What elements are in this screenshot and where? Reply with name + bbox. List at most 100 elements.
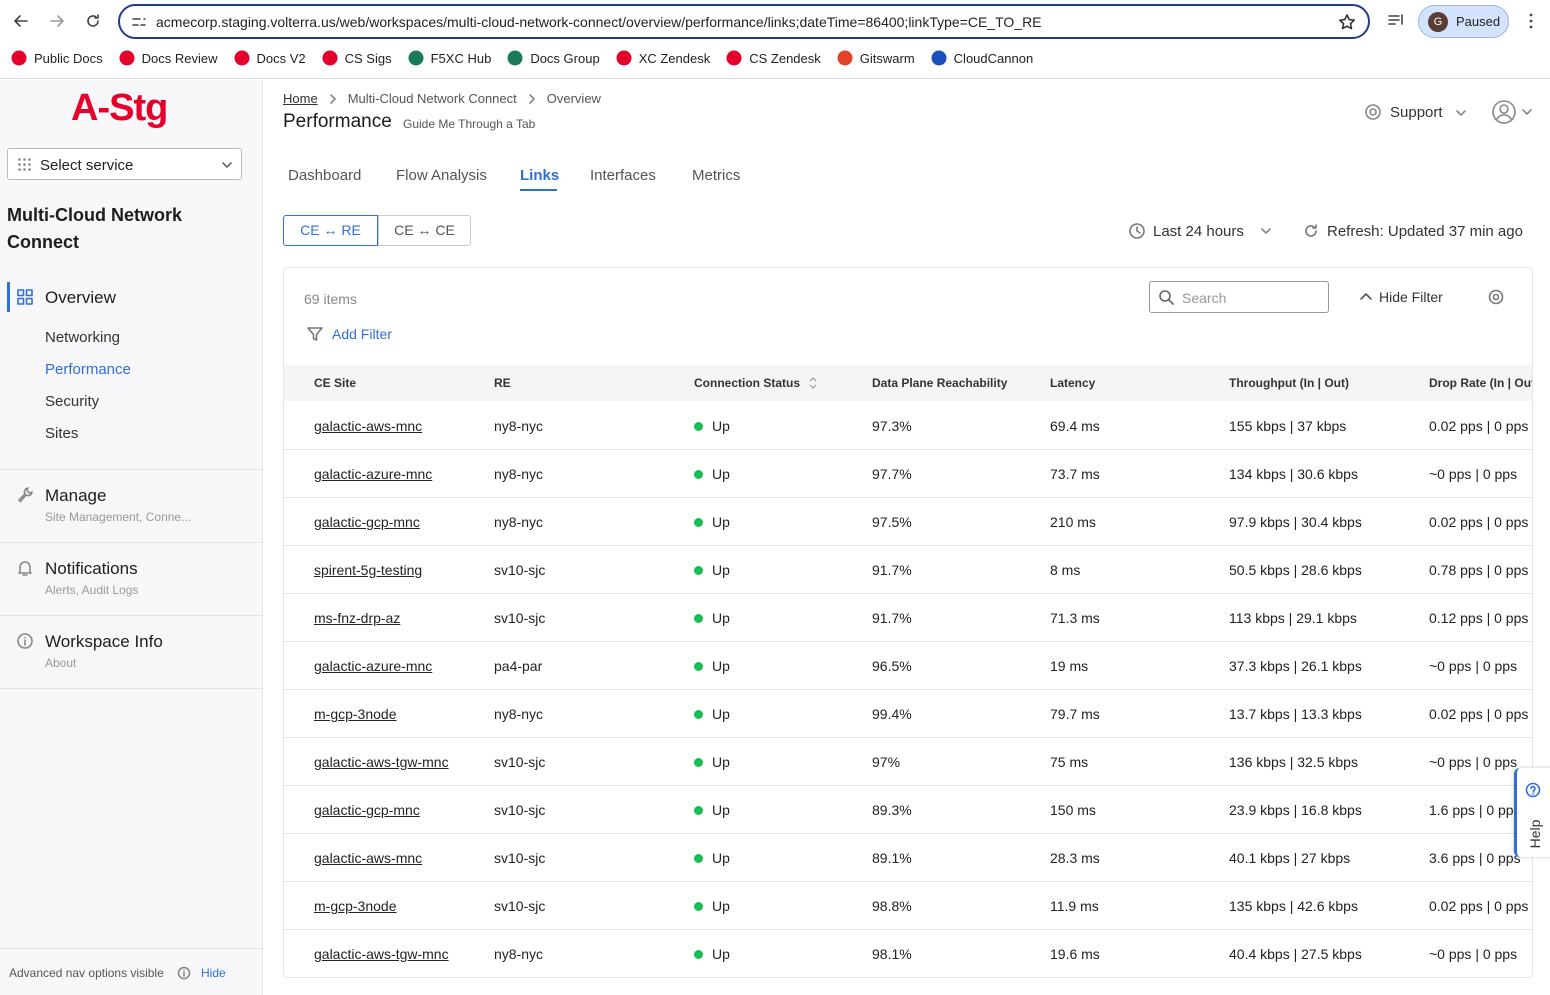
refresh-icon-part	[1306, 225, 1316, 236]
status-text: Up	[712, 562, 730, 578]
site-link[interactable]: m-gcp-3node	[314, 898, 397, 914]
bookmark[interactable]: Docs V2	[233, 49, 306, 67]
cell: ny8-nyc	[494, 466, 543, 482]
site-link[interactable]: galactic-aws-mnc	[314, 418, 422, 434]
add-filter[interactable]: Add Filter	[332, 326, 392, 342]
browser-toolbar: acmecorp.staging.volterra.us/web/workspa…	[0, 0, 1550, 79]
link-type-button[interactable]: CE ↔ CE	[378, 215, 471, 246]
bookmark-label: F5XC Hub	[431, 51, 492, 66]
divider	[0, 542, 262, 543]
reload-button	[84, 12, 102, 30]
bookmark-label: CloudCannon	[954, 51, 1034, 66]
clock-icon-part	[1137, 227, 1140, 233]
bookmark-label: Gitswarm	[860, 51, 915, 66]
bookmark-label: CS Zendesk	[749, 51, 821, 66]
cell: 0.02 pps | 0 pps	[1429, 898, 1528, 914]
divider	[0, 948, 262, 949]
refresh-status[interactable]: Refresh: Updated 37 min ago	[1327, 223, 1523, 240]
cell: ~0 pps | 0 pps	[1429, 658, 1517, 674]
bookmark[interactable]: F5XC Hub	[407, 49, 492, 67]
site-link[interactable]: ms-fnz-drp-az	[314, 610, 400, 626]
site-link[interactable]: galactic-azure-mnc	[314, 466, 432, 482]
help-icon	[1525, 782, 1541, 798]
nav-item[interactable]: Security	[45, 393, 99, 410]
help-tab[interactable]: Help	[1514, 768, 1550, 857]
footer-link[interactable]: Hide	[201, 966, 226, 980]
support-button[interactable]: Support	[1390, 104, 1443, 121]
section-subtitle: Site Management, Conne...	[45, 510, 191, 524]
site-link[interactable]: m-gcp-3node	[314, 706, 397, 722]
cell: 134 kbps | 30.6 kbps	[1229, 466, 1358, 482]
nav-overview[interactable]: Overview	[45, 288, 116, 308]
nav-item[interactable]: Networking	[45, 329, 120, 346]
column-header: Drop Rate (In | Out)	[1429, 376, 1533, 390]
site-link[interactable]: galactic-aws-tgw-mnc	[314, 754, 449, 770]
status-text: Up	[712, 466, 730, 482]
section-icon	[16, 559, 34, 577]
bookmark[interactable]: Docs Group	[506, 49, 599, 67]
site-link[interactable]: spirent-5g-testing	[314, 562, 422, 578]
tab[interactable]: Links	[520, 167, 559, 184]
nav-item[interactable]: Sites	[45, 425, 78, 442]
tab[interactable]: Flow Analysis	[396, 167, 487, 184]
bookmark[interactable]: XC Zendesk	[615, 49, 711, 67]
user-icon	[1491, 99, 1517, 125]
tab[interactable]: Metrics	[692, 167, 740, 184]
site-link[interactable]: galactic-aws-mnc	[314, 850, 422, 866]
cell: sv10-sjc	[494, 898, 545, 914]
section-icon	[16, 632, 34, 650]
search-box[interactable]: Search	[1149, 281, 1329, 313]
tab[interactable]: Dashboard	[288, 167, 361, 184]
bookmark-label: CS Sigs	[345, 51, 392, 66]
cell: 71.3 ms	[1050, 610, 1100, 626]
section-title[interactable]: Workspace Info	[45, 632, 163, 652]
bookmark[interactable]: CS Zendesk	[725, 49, 821, 67]
section-title[interactable]: Notifications	[45, 559, 138, 579]
nav-item[interactable]: Performance	[45, 361, 131, 378]
status-dot	[694, 422, 703, 431]
site-link[interactable]: galactic-aws-tgw-mnc	[314, 946, 449, 962]
url-bar[interactable]: acmecorp.staging.volterra.us/web/workspa…	[118, 4, 1370, 39]
cell: 99.4%	[872, 706, 912, 722]
bookmark-icon-part	[12, 51, 27, 66]
cell: 113 kbps | 29.1 kbps	[1229, 610, 1357, 626]
time-range[interactable]: Last 24 hours	[1153, 223, 1244, 240]
bookmark[interactable]: Public Docs	[10, 49, 103, 67]
service-select[interactable]: Select service	[7, 148, 242, 180]
cell: 1.6 pps | 0 pps	[1429, 802, 1521, 818]
breadcrumb[interactable]: Home	[283, 91, 318, 106]
grid-icon-part	[28, 168, 31, 171]
chevron	[1452, 104, 1470, 122]
cell: ~0 pps | 0 pps	[1429, 466, 1517, 482]
site-link[interactable]: galactic-gcp-mnc	[314, 802, 420, 818]
chevron-part	[223, 163, 231, 167]
column-header: CE Site	[314, 376, 356, 390]
section-icon	[16, 486, 34, 504]
bookmark-icon-part	[837, 51, 852, 66]
divider	[0, 469, 262, 470]
bookmark[interactable]: Gitswarm	[836, 49, 915, 67]
section-title[interactable]: Manage	[45, 486, 106, 506]
cell: 19.6 ms	[1050, 946, 1100, 962]
cell: 98.8%	[872, 898, 912, 914]
site-link[interactable]: galactic-azure-mnc	[314, 658, 432, 674]
column-header: Throughput (In | Out)	[1229, 376, 1349, 390]
help-label: Help	[1527, 818, 1543, 850]
bookmark[interactable]: CS Sigs	[321, 49, 392, 67]
tab[interactable]: Interfaces	[590, 167, 656, 184]
chevron	[218, 156, 236, 174]
grid-icon-part	[18, 158, 21, 161]
cell: 97.3%	[872, 418, 912, 434]
forward-button	[48, 12, 66, 30]
chevron-part	[1262, 229, 1270, 233]
guide-link[interactable]: Guide Me Through a Tab	[403, 117, 535, 131]
column-header[interactable]: Connection Status	[694, 376, 800, 390]
bookmark[interactable]: CloudCannon	[930, 49, 1034, 67]
profile-button[interactable]: GPaused	[1418, 5, 1509, 38]
site-link[interactable]: galactic-gcp-mnc	[314, 514, 420, 530]
link-type-button[interactable]: CE ↔ RE	[283, 215, 378, 246]
hide-filter[interactable]: Hide Filter	[1379, 289, 1443, 305]
bookmark[interactable]: Docs Review	[118, 49, 218, 67]
cell: 98.1%	[872, 946, 912, 962]
cell: 150 ms	[1050, 802, 1096, 818]
